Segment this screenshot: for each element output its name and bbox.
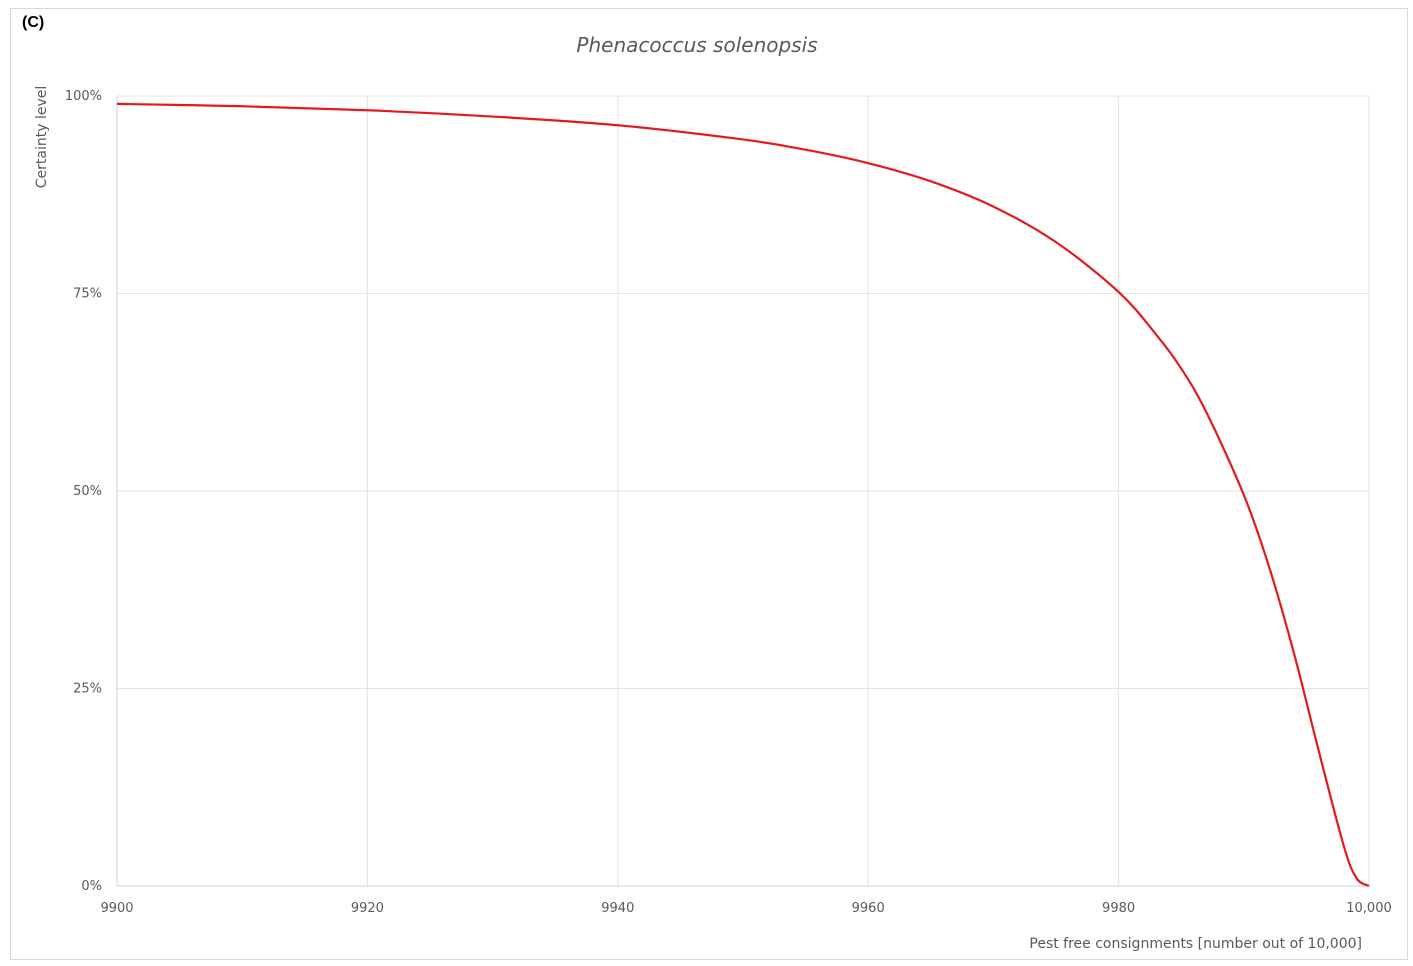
y-tick-label: 25% [73,682,102,697]
certainty-curve [116,102,1370,887]
y-tick-label: 50% [73,484,102,499]
chart-frame [10,8,1408,960]
x-tick-label: 9940 [601,901,634,916]
x-tick-label: 9980 [1102,901,1135,916]
y-tick-label: 75% [73,287,102,302]
x-axis-title: Pest free consignments [number out of 10… [1029,936,1362,952]
x-tick-label: 9920 [351,901,384,916]
y-tick-label: 0% [81,879,102,894]
tick-labels: 0% 25% 50% 75% 100% 9900 9920 9940 9960 9980 10,00… [65,89,1392,916]
axes [116,96,1369,887]
y-axis-title: Certainty level [34,86,50,189]
panel-label: (C) [22,14,45,31]
x-tick-label: 10,000 [1346,901,1392,916]
chart-title: Phenacoccus solenopsis [576,33,817,57]
gridlines [117,95,1370,886]
y-tick-label: 100% [65,89,102,104]
x-tick-label: 9960 [852,901,885,916]
series [116,102,1370,887]
x-tick-label: 9900 [100,901,133,916]
